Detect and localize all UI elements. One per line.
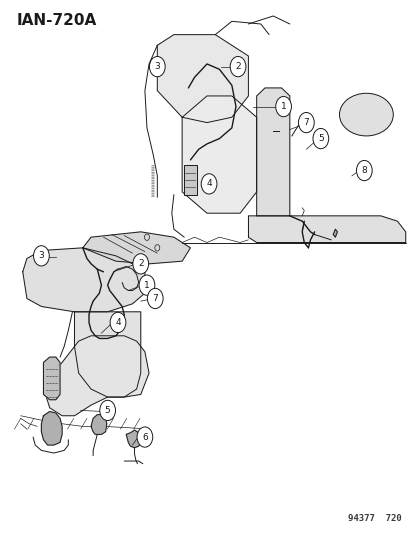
Circle shape [312,128,328,149]
Circle shape [230,56,245,77]
Text: 1: 1 [280,102,286,111]
Text: 6: 6 [142,433,147,441]
Text: 5: 5 [104,406,110,415]
Circle shape [298,112,313,133]
Polygon shape [74,312,140,397]
Text: 2: 2 [138,260,143,268]
Circle shape [137,427,152,447]
Polygon shape [332,229,337,237]
Circle shape [139,275,154,295]
FancyBboxPatch shape [184,165,196,195]
Text: 5: 5 [317,134,323,143]
Polygon shape [182,96,256,213]
Text: 7: 7 [152,294,158,303]
Polygon shape [91,415,107,434]
Ellipse shape [339,93,392,136]
Text: 4: 4 [115,318,121,327]
Polygon shape [43,357,60,400]
Circle shape [356,160,371,181]
Circle shape [147,288,163,309]
Polygon shape [256,88,289,216]
Circle shape [33,246,49,266]
Polygon shape [248,216,405,243]
Text: 3: 3 [38,252,44,260]
Text: 4: 4 [206,180,211,188]
Polygon shape [23,248,145,312]
Text: 8: 8 [361,166,366,175]
Polygon shape [83,232,190,264]
Text: 94377  720: 94377 720 [347,514,401,523]
Text: IAN-720A: IAN-720A [17,13,97,28]
Polygon shape [41,411,62,445]
Circle shape [100,400,115,421]
Circle shape [149,56,165,77]
Circle shape [110,312,126,333]
Text: 1: 1 [144,281,150,289]
Text: 2: 2 [235,62,240,71]
Circle shape [275,96,291,117]
Polygon shape [157,35,248,123]
Text: 3: 3 [154,62,160,71]
Polygon shape [126,430,140,448]
Circle shape [133,254,148,274]
Circle shape [201,174,216,194]
Polygon shape [45,336,149,416]
Text: 7: 7 [303,118,309,127]
